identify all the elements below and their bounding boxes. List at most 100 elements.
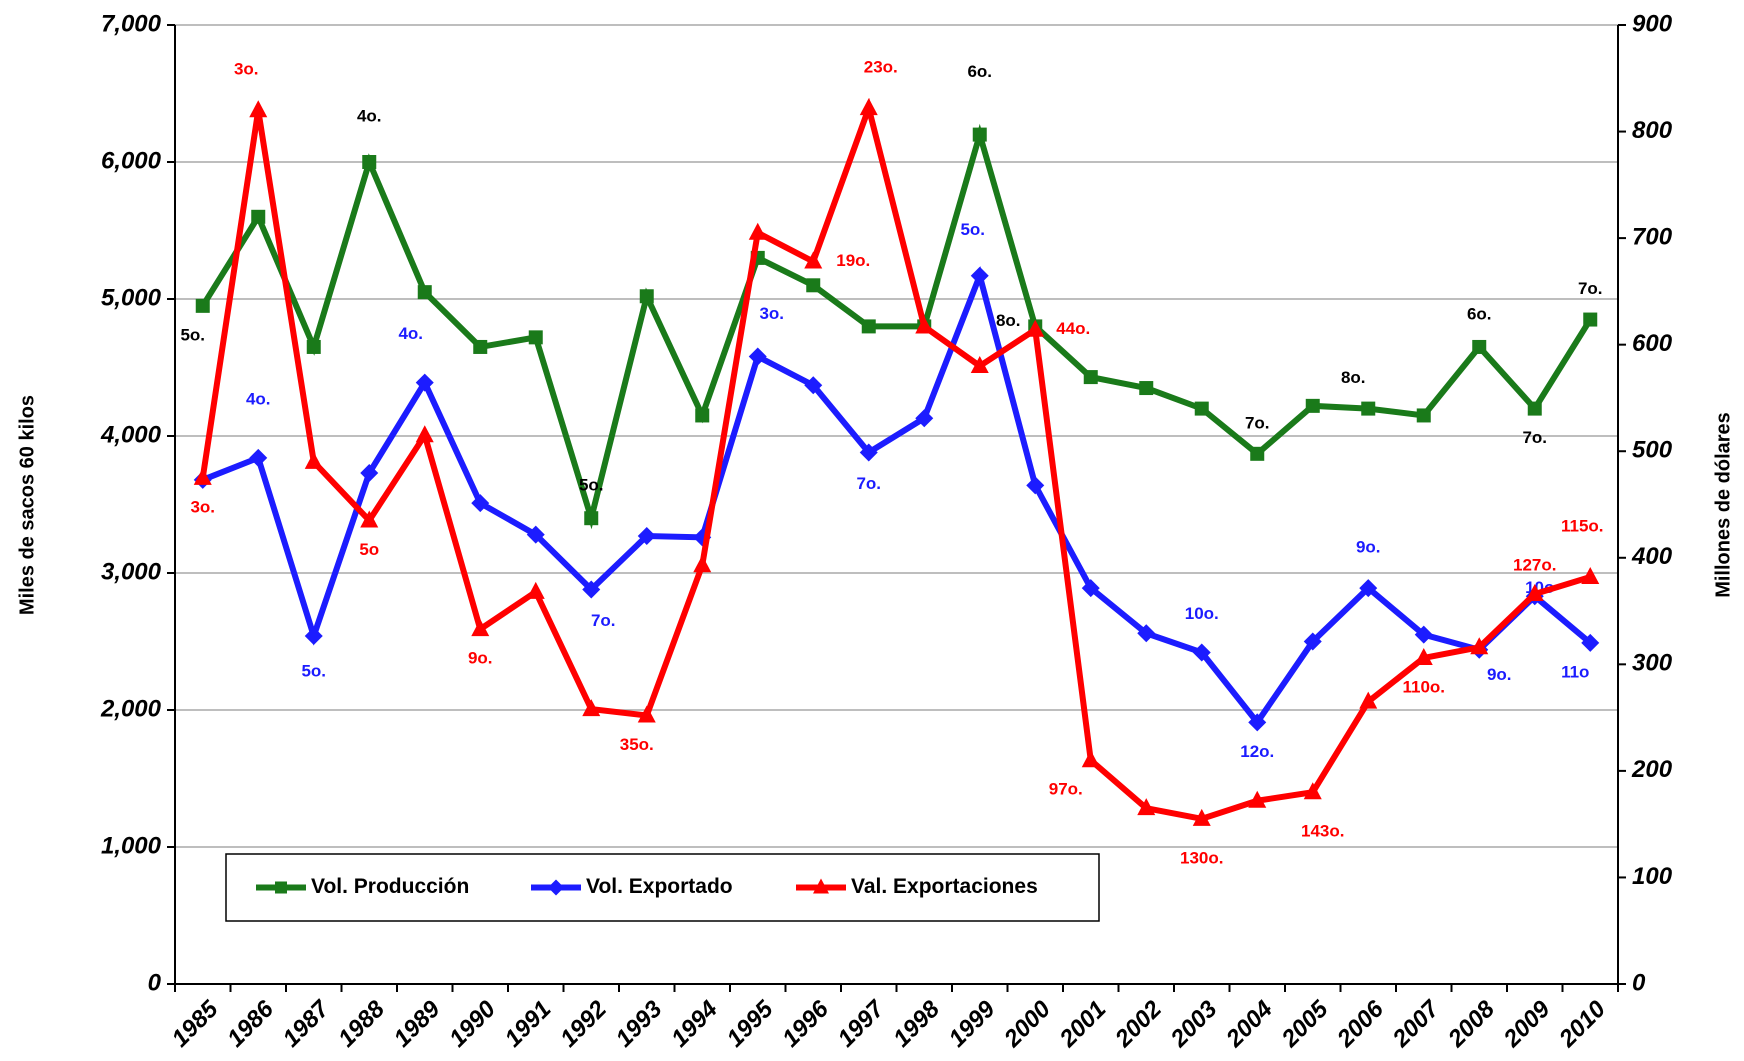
marker	[528, 330, 543, 345]
x-tick-label: 1987	[278, 994, 336, 1052]
x-tick-label: 2006	[1331, 995, 1389, 1053]
rank-label: 7o.	[1522, 428, 1547, 447]
rank-label: 7o.	[591, 611, 616, 630]
rank-label: 3o.	[759, 304, 784, 323]
rank-label: 3o.	[234, 60, 259, 79]
marker	[1137, 798, 1156, 816]
marker	[415, 425, 434, 443]
marker	[1581, 566, 1600, 584]
rank-label: 9o.	[1356, 538, 1381, 557]
x-tick-label: 2000	[998, 995, 1056, 1053]
marker	[1081, 750, 1100, 768]
marker	[1248, 713, 1267, 732]
marker	[861, 319, 876, 334]
marker	[695, 408, 710, 423]
x-tick-label: 1994	[666, 996, 723, 1053]
x-tick-label: 1991	[500, 996, 557, 1053]
marker	[693, 555, 712, 573]
marker	[1305, 398, 1320, 413]
marker	[360, 510, 379, 528]
marker	[1359, 691, 1378, 709]
rank-label: 8o.	[996, 311, 1021, 330]
x-tick-label: 1986	[222, 995, 279, 1052]
rank-label: 9o.	[1487, 665, 1512, 684]
legend-marker	[275, 881, 287, 894]
rank-label: 5o.	[301, 662, 326, 681]
x-tick-label: 2003	[1165, 995, 1223, 1053]
marker	[251, 209, 266, 224]
marker	[1083, 370, 1098, 385]
x-tick-label: 1992	[555, 995, 612, 1052]
y-axis-title: Miles de sacos 60 kilos	[16, 395, 38, 615]
x-tick-label: 1996	[777, 995, 834, 1052]
y-tick-label: 3,000	[101, 558, 162, 585]
marker	[1416, 408, 1431, 423]
rank-label: 4o.	[398, 324, 423, 343]
rank-label: 130o.	[1180, 848, 1223, 867]
marker	[304, 627, 323, 646]
marker	[804, 376, 823, 395]
marker	[1414, 625, 1433, 644]
marker	[970, 266, 989, 285]
rank-label: 143o.	[1301, 822, 1344, 841]
marker	[748, 222, 767, 240]
x-tick-label: 2009	[1498, 995, 1556, 1053]
marker	[526, 525, 545, 544]
legend-marker	[813, 878, 829, 894]
legend-label: Val. Exportaciones	[851, 875, 1038, 898]
y2-axis-title: Millones de dólares	[1712, 412, 1734, 598]
x-tick-label: 1990	[444, 995, 501, 1052]
rank-label: 8o.	[1341, 368, 1366, 387]
y-tick-label: 5,000	[101, 284, 162, 311]
marker	[1583, 312, 1598, 327]
marker	[304, 451, 323, 469]
rank-label: 5o.	[180, 325, 205, 344]
legend-label: Vol. Exportado	[586, 875, 733, 898]
marker	[195, 298, 210, 313]
x-tick-label: 2004	[1220, 996, 1278, 1054]
x-tick-label: 2002	[1109, 995, 1167, 1053]
y-tick-label: 0	[148, 969, 162, 996]
marker	[804, 251, 823, 269]
marker	[1525, 584, 1544, 602]
marker	[415, 373, 434, 392]
rank-label: 23o.	[864, 58, 898, 77]
marker	[1192, 808, 1211, 826]
marker	[1137, 624, 1156, 643]
marker	[360, 463, 379, 482]
x-tick-label: 2001	[1054, 996, 1112, 1054]
rank-label: 6o.	[967, 62, 992, 81]
x-tick-label: 1995	[722, 995, 779, 1052]
y2-tick-label: 600	[1632, 330, 1673, 357]
marker	[193, 467, 212, 485]
marker	[637, 527, 656, 546]
marker	[1026, 319, 1045, 337]
x-tick-label: 2008	[1442, 995, 1500, 1053]
x-tick-label: 1993	[611, 995, 668, 1052]
series-line	[201, 266, 1593, 728]
marker	[859, 443, 878, 462]
marker	[1470, 637, 1489, 655]
y-tick-label: 6,000	[101, 147, 162, 174]
y2-tick-label: 100	[1632, 863, 1673, 890]
marker	[1081, 579, 1100, 598]
rank-label: 7o.	[1578, 279, 1603, 298]
rank-label: 6o.	[1467, 304, 1492, 323]
marker	[471, 619, 490, 637]
rank-label: 127o.	[1513, 555, 1556, 574]
marker	[306, 339, 321, 354]
rank-label: 5o.	[960, 220, 985, 239]
y-tick-label: 7,000	[101, 10, 162, 37]
rank-label: 110o.	[1402, 677, 1445, 696]
marker	[972, 127, 987, 142]
marker	[637, 705, 656, 723]
x-tick-label: 2010	[1553, 995, 1611, 1053]
rank-label: 11o	[1561, 662, 1589, 681]
marker	[582, 580, 601, 599]
marker	[970, 355, 989, 373]
marker	[582, 699, 601, 717]
y-tick-label: 4,000	[100, 421, 162, 448]
marker	[1248, 790, 1267, 808]
x-tick-label: 1985	[167, 995, 224, 1052]
